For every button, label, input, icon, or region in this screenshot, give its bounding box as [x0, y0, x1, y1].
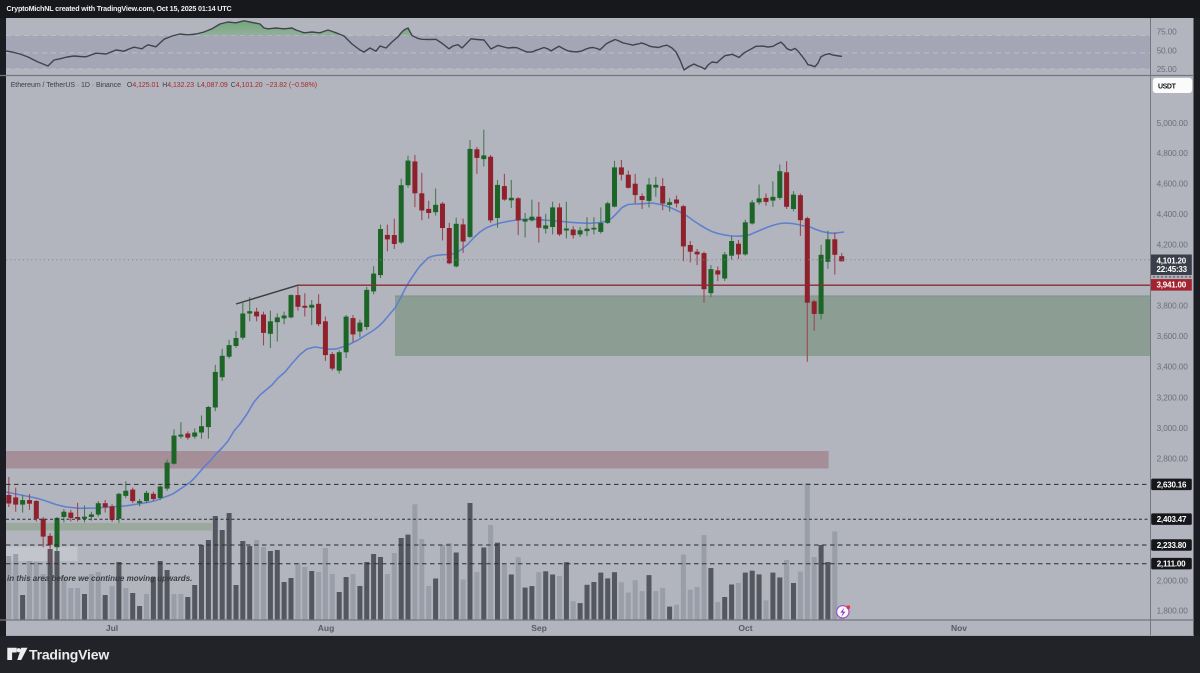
- svg-text:Jul: Jul: [106, 623, 118, 633]
- svg-text:4,400.00: 4,400.00: [1157, 209, 1189, 219]
- svg-text:22:45:33: 22:45:33: [1157, 265, 1188, 274]
- svg-text:2,233.80: 2,233.80: [1157, 541, 1187, 550]
- svg-text:3,200.00: 3,200.00: [1157, 392, 1189, 402]
- svg-text:3,600.00: 3,600.00: [1157, 331, 1189, 341]
- svg-text:Aug: Aug: [318, 623, 335, 633]
- svg-text:Ethereum / TetherUS · 1D · Bin: Ethereum / TetherUS · 1D · Binance O4,125…: [11, 82, 317, 89]
- svg-text:50.00: 50.00: [1157, 45, 1178, 55]
- svg-text:3,800.00: 3,800.00: [1157, 300, 1189, 310]
- svg-text:3,941.00: 3,941.00: [1157, 281, 1187, 290]
- svg-text:2,403.47: 2,403.47: [1157, 515, 1187, 524]
- svg-text:USDT: USDT: [1158, 83, 1177, 90]
- svg-text:2,630.16: 2,630.16: [1157, 480, 1187, 489]
- svg-text:Nov: Nov: [951, 623, 967, 633]
- svg-text:2,800.00: 2,800.00: [1157, 453, 1189, 463]
- svg-text:4,600.00: 4,600.00: [1157, 178, 1189, 188]
- svg-text:1,800.00: 1,800.00: [1157, 606, 1189, 616]
- svg-text:Sep: Sep: [531, 623, 547, 633]
- svg-text:5,000.00: 5,000.00: [1157, 118, 1189, 128]
- svg-text:2,000.00: 2,000.00: [1157, 576, 1189, 586]
- svg-text:75.00: 75.00: [1157, 26, 1178, 36]
- svg-text:4,800.00: 4,800.00: [1157, 148, 1189, 158]
- svg-text:in this area before we continu: in this area before we continue moving u…: [7, 574, 192, 583]
- svg-text:4,101.20: 4,101.20: [1157, 256, 1187, 265]
- svg-text:CryptoMichNL created with Trad: CryptoMichNL created with TradingView.co…: [7, 4, 232, 13]
- svg-text:3,400.00: 3,400.00: [1157, 361, 1189, 371]
- svg-text:TradingView: TradingView: [29, 647, 109, 663]
- svg-text:3,000.00: 3,000.00: [1157, 423, 1189, 433]
- svg-text:Oct: Oct: [738, 623, 752, 633]
- svg-text:2,111.00: 2,111.00: [1157, 560, 1186, 569]
- svg-text:25.00: 25.00: [1157, 64, 1178, 74]
- svg-text:4,200.00: 4,200.00: [1157, 239, 1189, 249]
